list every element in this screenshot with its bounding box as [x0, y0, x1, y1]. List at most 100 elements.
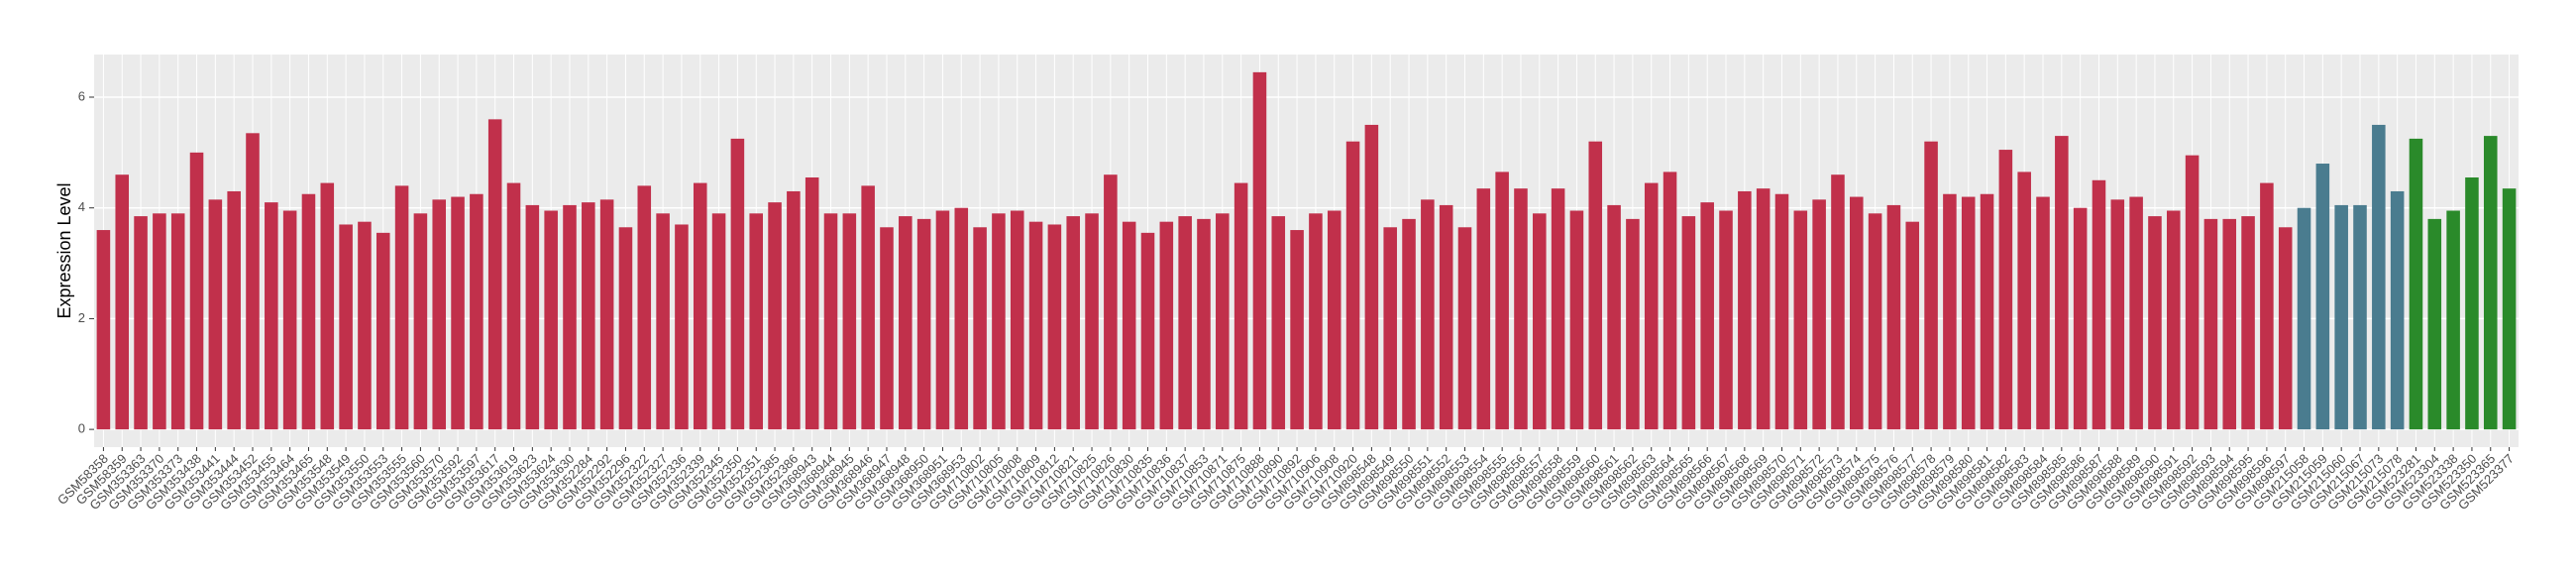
- bar: [2483, 136, 2498, 430]
- bar: [618, 227, 633, 430]
- bar: [973, 227, 987, 430]
- bar: [1364, 124, 1379, 430]
- bar: [1197, 218, 1211, 430]
- bar: [134, 216, 148, 430]
- bar: [954, 207, 969, 430]
- bar: [1345, 141, 1360, 430]
- bar: [599, 199, 614, 430]
- bar: [2036, 196, 2050, 430]
- bar: [1738, 190, 1752, 430]
- bar: [1140, 232, 1155, 430]
- bar: [2409, 138, 2423, 430]
- bar: [1961, 196, 1976, 430]
- bar: [544, 210, 558, 430]
- bar: [2092, 179, 2106, 430]
- bar: [1290, 230, 1304, 430]
- bar: [637, 185, 652, 430]
- bar: [1234, 182, 1248, 430]
- bar: [1924, 141, 1938, 430]
- bar: [1439, 204, 1453, 430]
- bar: [282, 210, 297, 430]
- bar: [339, 224, 353, 430]
- bar: [2297, 207, 2311, 430]
- bar: [1700, 202, 1714, 430]
- bar: [2148, 216, 2162, 430]
- bar: [115, 174, 130, 430]
- bar: [2353, 204, 2367, 430]
- bar: [1663, 172, 1677, 430]
- bar: [805, 176, 819, 430]
- bar: [1514, 188, 1528, 430]
- bar: [1831, 174, 1845, 430]
- bar: [301, 193, 316, 430]
- y-axis-title: Expression Level: [54, 182, 74, 318]
- bar: [432, 199, 447, 430]
- bar: [2203, 218, 2218, 430]
- bar: [2315, 164, 2330, 430]
- bar: [582, 202, 595, 430]
- bar: [1383, 227, 1397, 430]
- y-tick-label: 6: [78, 88, 85, 103]
- bar: [730, 138, 745, 430]
- bar: [1905, 221, 1920, 430]
- bar: [1327, 210, 1342, 430]
- bar: [693, 182, 707, 430]
- bar: [916, 218, 931, 430]
- bar: [1457, 227, 1472, 430]
- bar: [2017, 172, 2031, 430]
- bar: [880, 227, 894, 430]
- bar: [1271, 216, 1286, 430]
- bar: [1309, 213, 1323, 430]
- bar: [823, 213, 838, 430]
- y-tick-label: 4: [78, 199, 85, 214]
- bar: [1216, 213, 1230, 430]
- bar: [2241, 216, 2255, 430]
- bar: [2073, 207, 2088, 430]
- bar: [2427, 218, 2442, 430]
- bar: [1028, 221, 1043, 430]
- bar: [1533, 213, 1547, 430]
- bar: [394, 185, 409, 430]
- bar: [470, 193, 483, 430]
- bar: [1756, 188, 1771, 430]
- bar: [1868, 213, 1882, 430]
- bar: [320, 182, 335, 430]
- bar: [1402, 218, 1416, 430]
- bar: [1626, 218, 1640, 430]
- bar: [1644, 182, 1659, 430]
- y-tick-label: 0: [78, 421, 85, 436]
- bar: [675, 224, 689, 430]
- bar: [2055, 136, 2069, 430]
- bar: [935, 210, 950, 430]
- bar: [1122, 221, 1136, 430]
- bar: [506, 182, 521, 430]
- bar: [2129, 196, 2143, 430]
- bar: [1551, 188, 1565, 430]
- bar: [1421, 199, 1435, 430]
- bar: [2465, 176, 2479, 430]
- bar: [358, 221, 372, 430]
- bar: [208, 199, 223, 430]
- bar: [1607, 204, 1621, 430]
- bar: [189, 152, 204, 430]
- bar: [413, 213, 428, 430]
- bar: [96, 230, 111, 430]
- bar: [1812, 199, 1826, 430]
- bar: [1588, 141, 1603, 430]
- bar: [1159, 221, 1174, 430]
- bar: [842, 213, 857, 430]
- bar: [451, 196, 465, 430]
- bar: [2222, 218, 2237, 430]
- bar: [1774, 193, 1789, 430]
- bar: [768, 202, 782, 430]
- bar: [787, 190, 801, 430]
- bar: [1569, 210, 1584, 430]
- bar: [1495, 172, 1509, 430]
- bar: [1252, 71, 1267, 430]
- bar: [563, 204, 577, 430]
- bar: [1793, 210, 1808, 430]
- bar: [861, 185, 875, 430]
- bar: [227, 190, 241, 430]
- bar: [1178, 216, 1192, 430]
